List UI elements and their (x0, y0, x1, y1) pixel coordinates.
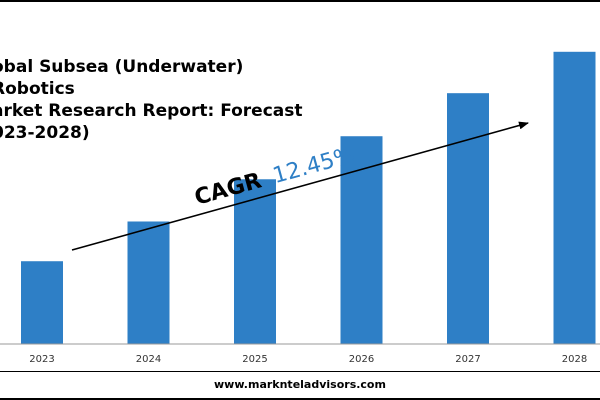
x-tick-label-2023: 2023 (29, 354, 54, 365)
bar-2025 (234, 179, 276, 344)
footer-divider (0, 371, 600, 372)
x-tick-labels: 2023 2024 2025 2026 2027 2028 (29, 354, 587, 365)
chart-title: obal Subsea (Underwater) Robotics arket … (0, 57, 303, 143)
bar-2028 (553, 51, 596, 345)
bar-2024 (127, 221, 170, 344)
bars-group (21, 51, 596, 345)
bar-2027 (447, 93, 489, 344)
x-tick-label-2025: 2025 (242, 354, 267, 365)
x-tick-label-2027: 2027 (455, 354, 480, 365)
website-url: www.marknteladvisors.com (214, 378, 386, 391)
x-tick-label-2028: 2028 (562, 354, 587, 365)
x-tick-label-2024: 2024 (136, 354, 161, 365)
bar-2023 (21, 261, 63, 344)
bar-2026 (340, 136, 383, 344)
x-tick-label-2026: 2026 (349, 354, 374, 365)
cagr-trend-arrow (71, 121, 529, 251)
